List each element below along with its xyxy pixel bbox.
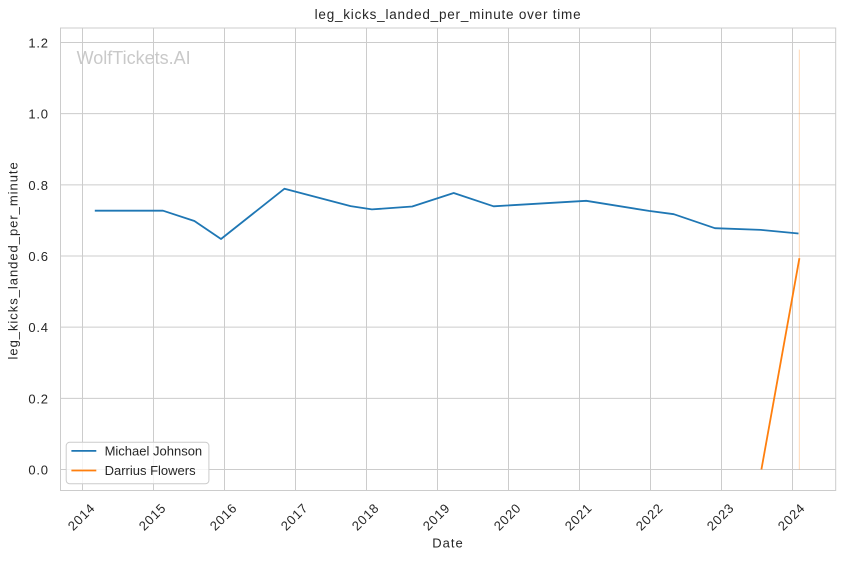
svg-text:0.4: 0.4 bbox=[28, 320, 48, 335]
svg-text:Michael Johnson: Michael Johnson bbox=[105, 444, 203, 459]
svg-text:0.0: 0.0 bbox=[28, 463, 48, 478]
svg-text:1.2: 1.2 bbox=[28, 36, 48, 51]
svg-text:Darrius Flowers: Darrius Flowers bbox=[105, 463, 197, 478]
svg-text:0.2: 0.2 bbox=[28, 391, 48, 406]
svg-text:leg_kicks_landed_per_minute ov: leg_kicks_landed_per_minute over time bbox=[315, 7, 582, 22]
svg-text:1.0: 1.0 bbox=[28, 107, 48, 122]
svg-text:WolfTickets.AI: WolfTickets.AI bbox=[77, 48, 191, 68]
svg-text:leg_kicks_landed_per_minute: leg_kicks_landed_per_minute bbox=[6, 161, 21, 359]
svg-text:Date: Date bbox=[432, 536, 463, 551]
svg-text:0.8: 0.8 bbox=[28, 178, 48, 193]
svg-text:0.6: 0.6 bbox=[28, 249, 48, 264]
